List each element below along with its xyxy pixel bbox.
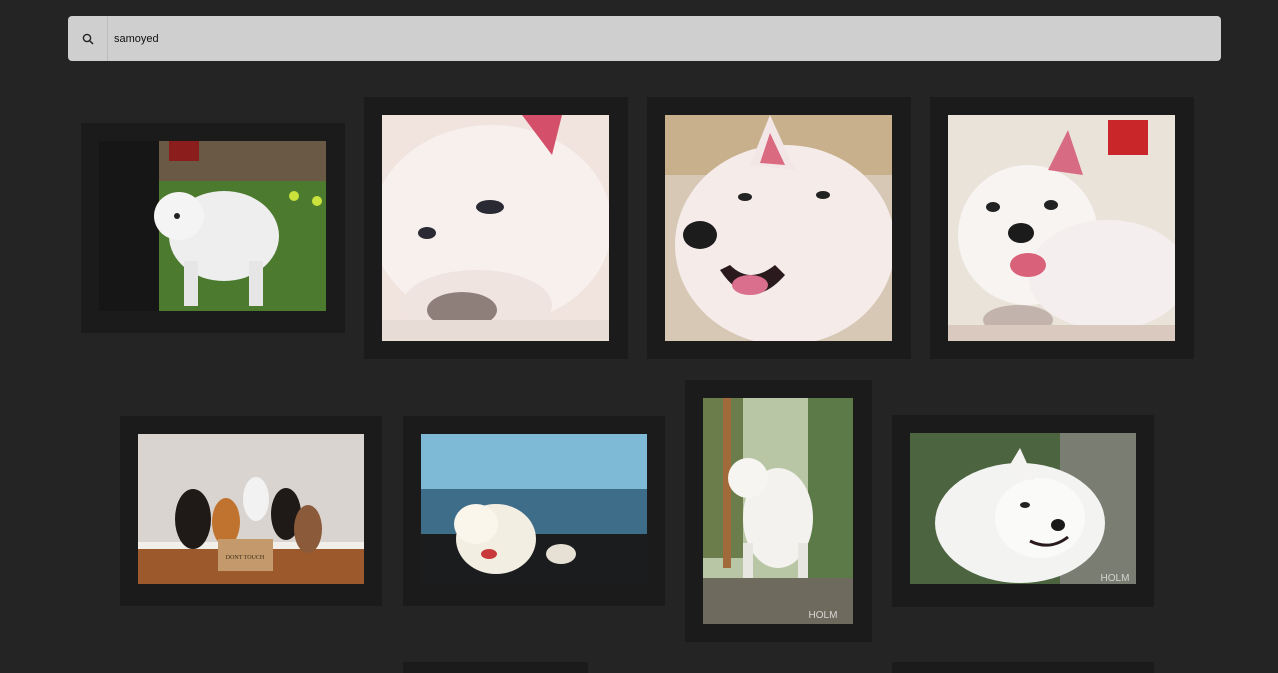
image-card[interactable] <box>403 662 588 673</box>
image-card[interactable] <box>930 97 1194 359</box>
image-card[interactable]: HOLM <box>892 415 1154 607</box>
watermark-text: HOLM <box>809 610 838 621</box>
watermark-text: HOLM <box>1101 573 1130 584</box>
image-card[interactable] <box>647 97 911 359</box>
dog-photo[interactable] <box>421 434 647 584</box>
image-card[interactable]: DONT TOUCH <box>120 416 382 606</box>
dog-photo[interactable] <box>382 115 609 341</box>
dog-photo[interactable] <box>99 141 326 311</box>
search-input[interactable] <box>108 16 1221 61</box>
box-text: DONT TOUCH <box>226 555 265 561</box>
search-bar[interactable] <box>68 16 1221 61</box>
dog-photo[interactable]: DONT TOUCH <box>138 434 364 584</box>
image-card[interactable] <box>364 97 628 359</box>
search-icon[interactable] <box>68 16 108 61</box>
dog-photo[interactable]: HOLM <box>910 433 1136 584</box>
image-card[interactable] <box>81 123 345 333</box>
image-card[interactable] <box>403 416 665 606</box>
dog-photo[interactable] <box>948 115 1175 341</box>
dog-photo[interactable] <box>665 115 892 341</box>
image-card[interactable] <box>892 662 1154 673</box>
image-card[interactable]: HOLM <box>685 380 872 642</box>
dog-photo[interactable]: HOLM <box>703 398 853 624</box>
